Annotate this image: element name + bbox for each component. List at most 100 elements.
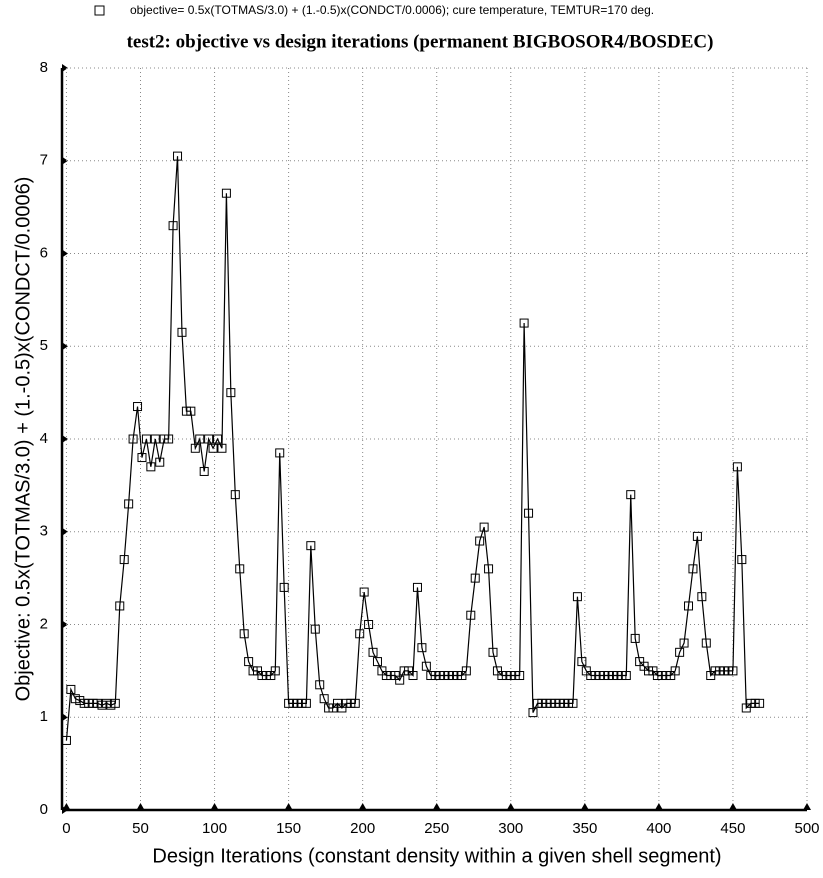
data-point (461, 666, 471, 676)
data-point (235, 564, 245, 574)
y-tick-label: 8 (40, 59, 48, 76)
data-point (568, 698, 578, 708)
data-point (519, 318, 529, 328)
x-tick-mark (432, 803, 441, 810)
y-tick-mark (62, 342, 68, 351)
data-line (65, 156, 760, 741)
data-point (319, 694, 329, 704)
data-point (301, 698, 311, 708)
x-tick-label: 0 (62, 820, 70, 837)
data-point (421, 661, 431, 671)
data-point (275, 448, 285, 458)
data-point (155, 457, 165, 467)
y-tick-label: 0 (40, 801, 48, 818)
x-tick-label: 200 (350, 820, 375, 837)
data-point (475, 536, 485, 546)
y-tick-label: 4 (40, 430, 48, 447)
data-point (350, 698, 360, 708)
x-tick-label: 250 (424, 820, 449, 837)
data-point (417, 643, 427, 653)
data-point (412, 582, 422, 592)
data-point (728, 666, 738, 676)
x-tick-label: 300 (498, 820, 523, 837)
data-point (488, 647, 498, 657)
y-tick-mark (62, 249, 68, 258)
data-point (244, 657, 254, 667)
y-tick-label: 1 (40, 708, 48, 725)
data-point (470, 573, 480, 583)
data-point (150, 434, 160, 444)
data-point (577, 657, 587, 667)
data-point (190, 443, 200, 453)
data-point (626, 490, 636, 500)
data-point (230, 490, 240, 500)
data-point (466, 610, 476, 620)
data-point (630, 633, 640, 643)
data-point (310, 624, 320, 634)
data-point (395, 675, 405, 685)
x-axis-label: Design Iterations (constant density with… (152, 845, 721, 867)
data-point (315, 680, 325, 690)
y-tick-label: 3 (40, 523, 48, 540)
data-point (697, 592, 707, 602)
data-point (124, 499, 134, 509)
y-axis-label: Objective: 0.5x(TOTMAS/3.0) + (1.-0.5)x(… (12, 177, 34, 702)
x-tick-mark (506, 803, 515, 810)
x-tick-mark (654, 803, 663, 810)
data-point (484, 564, 494, 574)
data-point (208, 443, 218, 453)
data-point (199, 466, 209, 476)
data-point (146, 462, 156, 472)
x-tick-label: 350 (572, 820, 597, 837)
data-point (572, 592, 582, 602)
x-tick-label: 400 (646, 820, 671, 837)
x-tick-mark (728, 803, 737, 810)
data-point (110, 698, 120, 708)
data-point (204, 434, 214, 444)
data-point (359, 587, 369, 597)
y-tick-mark (62, 156, 68, 165)
x-tick-mark (580, 803, 589, 810)
data-point (692, 531, 702, 541)
y-tick-mark (62, 64, 68, 72)
data-point (524, 508, 534, 518)
data-point (137, 453, 147, 463)
data-point (737, 555, 747, 565)
x-tick-label: 50 (132, 820, 149, 837)
y-tick-mark (62, 435, 68, 443)
x-tick-label: 100 (202, 820, 227, 837)
x-tick-mark (62, 803, 71, 810)
x-tick-mark (210, 803, 219, 810)
y-tick-label: 5 (40, 337, 48, 354)
data-point (372, 657, 382, 667)
data-point (306, 541, 316, 551)
data-point (213, 434, 223, 444)
data-point (679, 638, 689, 648)
data-point (226, 388, 236, 398)
data-point (164, 434, 174, 444)
y-tick-label: 2 (40, 615, 48, 632)
data-point (177, 327, 187, 337)
data-point (279, 582, 289, 592)
data-point (684, 601, 694, 611)
y-tick-mark (62, 620, 68, 629)
data-point (688, 564, 698, 574)
data-point (755, 698, 765, 708)
x-tick-label: 500 (794, 820, 819, 837)
data-point (128, 434, 138, 444)
y-tick-label: 7 (40, 152, 48, 169)
x-tick-mark (284, 803, 293, 810)
data-point (195, 434, 205, 444)
data-point (621, 671, 631, 681)
data-point (141, 434, 151, 444)
legend-label: objective= 0.5x(TOTMAS/3.0) + (1.-0.5)x(… (130, 3, 654, 17)
data-point (186, 406, 196, 416)
data-point (168, 221, 178, 231)
x-tick-mark (358, 803, 367, 810)
data-point (408, 671, 418, 681)
y-tick-label: 6 (40, 244, 48, 261)
x-tick-mark (136, 803, 145, 810)
data-point (368, 647, 378, 657)
